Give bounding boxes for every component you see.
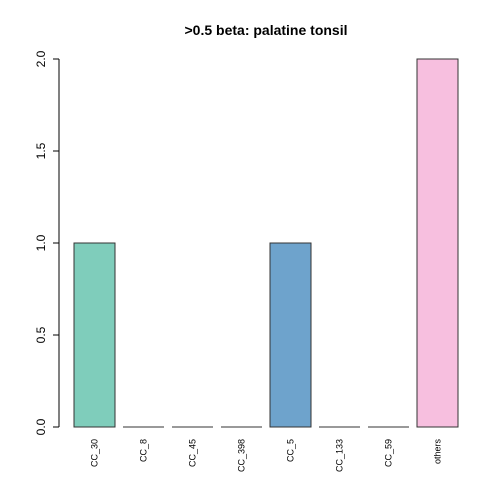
y-axis: 0.0 0.5 1.0 1.5 2.0 — [34, 50, 60, 435]
bar-others — [416, 58, 459, 428]
x-tick-label: CC_133 — [335, 439, 345, 472]
y-tick-label: 1.0 — [34, 234, 48, 251]
bar-CC_30 — [73, 242, 116, 428]
x-tick-label: CC_5 — [286, 439, 296, 462]
x-tick-label: others — [433, 439, 443, 465]
x-tick-label: CC_59 — [384, 439, 394, 467]
x-tick-label: CC_45 — [188, 439, 198, 467]
chart-title: >0.5 beta: palatine tonsil — [185, 22, 348, 38]
y-tick-label: 2.0 — [34, 50, 48, 67]
x-tick-label: CC_8 — [139, 439, 149, 462]
y-tick-label: 0.5 — [34, 326, 48, 343]
bar-CC_5 — [269, 242, 312, 428]
x-axis-labels: CC_30 CC_8 CC_45 CC_398 CC_5 CC_133 CC_59 other… — [90, 439, 443, 473]
x-tick-label: CC_398 — [237, 439, 247, 472]
bars — [73, 58, 459, 428]
y-tick-label: 1.5 — [34, 142, 48, 159]
x-tick-label: CC_30 — [90, 439, 100, 467]
y-tick-label: 0.0 — [34, 418, 48, 435]
